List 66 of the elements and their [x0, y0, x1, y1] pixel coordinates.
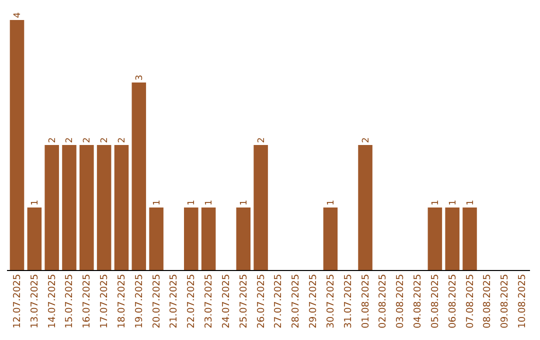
data-label: 2 — [256, 137, 267, 143]
bar — [358, 145, 372, 270]
x-tick-label: 17.07.2025 — [99, 274, 110, 328]
bar — [201, 208, 216, 270]
bar — [44, 145, 59, 270]
x-tick-label: 29.07.2025 — [308, 274, 320, 328]
x-tick-label: 18.07.2025 — [116, 274, 128, 328]
bar — [10, 20, 24, 270]
bar — [445, 208, 460, 270]
data-label: 4 — [13, 12, 24, 18]
x-tick-label: 08.08.2025 — [482, 274, 494, 328]
x-tick-label: 21.07.2025 — [168, 274, 180, 328]
x-tick-label: 23.07.2025 — [204, 274, 215, 328]
bar — [96, 145, 112, 270]
x-tick-label: 14.07.2025 — [46, 274, 58, 328]
x-tick-label: 28.07.2025 — [290, 274, 302, 328]
x-tick-label: 19.07.2025 — [134, 274, 145, 328]
data-label: 1 — [430, 200, 441, 206]
data-label: 2 — [48, 137, 58, 143]
data-label: 1 — [152, 200, 162, 206]
x-tick-label: 06.08.2025 — [447, 274, 458, 328]
x-tick-label: 30.07.2025 — [325, 274, 336, 328]
data-label: 1 — [239, 200, 250, 206]
data-label: 2 — [117, 137, 128, 143]
x-tick-label: 26.07.2025 — [256, 274, 267, 328]
x-tick-label: 27.07.2025 — [273, 274, 284, 328]
x-tick-label: 05.08.2025 — [430, 274, 441, 328]
bar — [62, 145, 76, 270]
x-tick-label: 10.08.2025 — [516, 274, 528, 328]
x-tick-label: 20.07.2025 — [151, 274, 162, 328]
x-tick-label: 03.08.2025 — [395, 274, 406, 328]
bar — [254, 145, 268, 270]
data-label: 1 — [204, 200, 215, 206]
data-label: 2 — [361, 137, 372, 143]
x-tick-label: 07.08.2025 — [464, 274, 476, 328]
bar — [27, 208, 42, 270]
x-tick-label: 15.07.2025 — [64, 274, 76, 328]
x-tick-label: 22.07.2025 — [186, 274, 198, 328]
data-label: 2 — [65, 137, 76, 143]
x-tick-label: 25.07.2025 — [238, 274, 250, 328]
data-label: 1 — [30, 200, 40, 206]
bar — [80, 145, 94, 270]
x-tick-label: 01.08.2025 — [360, 274, 372, 328]
bar — [149, 208, 164, 270]
bar — [236, 208, 251, 270]
bar — [462, 208, 477, 270]
x-tick-label: 16.07.2025 — [82, 274, 93, 328]
data-label: 2 — [100, 137, 110, 143]
bar — [323, 208, 338, 270]
bar — [114, 145, 129, 270]
x-tick-label: 31.07.2025 — [342, 274, 354, 328]
bar — [184, 208, 198, 270]
x-tick-label: 02.08.2025 — [378, 274, 389, 328]
x-tick-label: 13.07.2025 — [29, 274, 40, 328]
x-tick-label: 24.07.2025 — [220, 274, 232, 328]
x-tick-label: 09.08.2025 — [500, 274, 511, 328]
data-label: 1 — [187, 200, 198, 206]
data-label: 3 — [134, 74, 145, 80]
x-tick-label: 04.08.2025 — [412, 274, 424, 328]
data-label: 1 — [448, 200, 458, 206]
data-label: 2 — [82, 137, 93, 143]
x-tick-label: 12.07.2025 — [12, 274, 24, 328]
bar — [428, 208, 442, 270]
data-label: 1 — [326, 200, 336, 206]
data-label: 1 — [466, 200, 476, 206]
bar — [132, 82, 146, 270]
